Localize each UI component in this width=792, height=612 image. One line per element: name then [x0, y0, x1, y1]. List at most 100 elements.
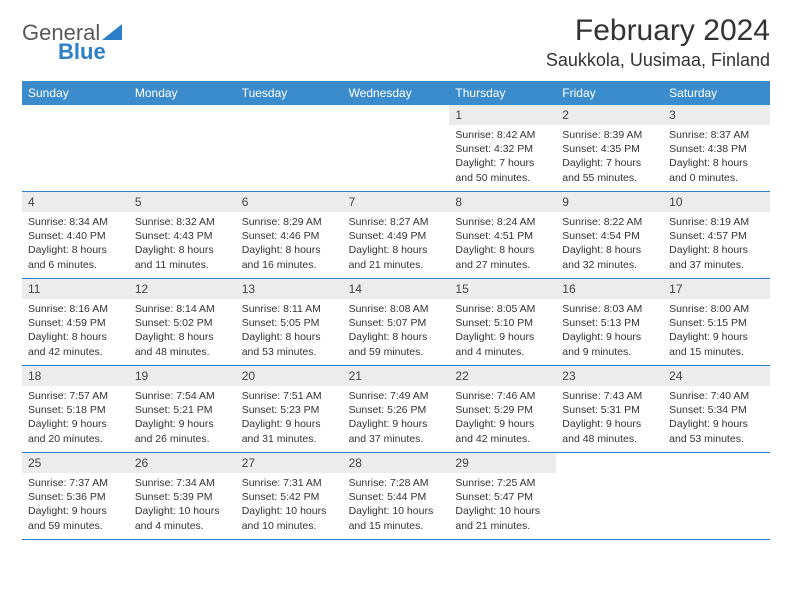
sunrise-text: Sunrise: 7:34 AM [135, 476, 230, 490]
day-cell: 26Sunrise: 7:34 AMSunset: 5:39 PMDayligh… [129, 453, 236, 539]
day-body: Sunrise: 7:28 AMSunset: 5:44 PMDaylight:… [343, 473, 450, 537]
sunset-text: Sunset: 4:54 PM [562, 229, 657, 243]
day-number: 7 [343, 192, 450, 212]
daylight-line1: Daylight: 8 hours [562, 243, 657, 257]
daylight-line1: Daylight: 8 hours [135, 330, 230, 344]
month-title: February 2024 [546, 14, 770, 48]
sunset-text: Sunset: 4:59 PM [28, 316, 123, 330]
day-number: 2 [556, 105, 663, 125]
day-cell: 3Sunrise: 8:37 AMSunset: 4:38 PMDaylight… [663, 105, 770, 191]
sunrise-text: Sunrise: 8:29 AM [242, 215, 337, 229]
daylight-line1: Daylight: 9 hours [669, 417, 764, 431]
sunrise-text: Sunrise: 8:32 AM [135, 215, 230, 229]
daylight-line1: Daylight: 10 hours [349, 504, 444, 518]
daylight-line1: Daylight: 8 hours [242, 243, 337, 257]
day-cell: 13Sunrise: 8:11 AMSunset: 5:05 PMDayligh… [236, 279, 343, 365]
day-number: 9 [556, 192, 663, 212]
day-number: 11 [22, 279, 129, 299]
daylight-line1: Daylight: 7 hours [562, 156, 657, 170]
day-body: Sunrise: 8:14 AMSunset: 5:02 PMDaylight:… [129, 299, 236, 363]
sunrise-text: Sunrise: 8:37 AM [669, 128, 764, 142]
day-number: 6 [236, 192, 343, 212]
sunset-text: Sunset: 5:42 PM [242, 490, 337, 504]
day-body: Sunrise: 7:34 AMSunset: 5:39 PMDaylight:… [129, 473, 236, 537]
dow-thursday: Thursday [449, 81, 556, 105]
day-body: Sunrise: 8:34 AMSunset: 4:40 PMDaylight:… [22, 212, 129, 276]
dow-saturday: Saturday [663, 81, 770, 105]
sunrise-text: Sunrise: 7:28 AM [349, 476, 444, 490]
daylight-line1: Daylight: 9 hours [455, 417, 550, 431]
daylight-line1: Daylight: 8 hours [455, 243, 550, 257]
day-body: Sunrise: 8:11 AMSunset: 5:05 PMDaylight:… [236, 299, 343, 363]
week-row: 11Sunrise: 8:16 AMSunset: 4:59 PMDayligh… [22, 279, 770, 366]
day-cell: 12Sunrise: 8:14 AMSunset: 5:02 PMDayligh… [129, 279, 236, 365]
sunrise-text: Sunrise: 8:24 AM [455, 215, 550, 229]
day-body: Sunrise: 8:39 AMSunset: 4:35 PMDaylight:… [556, 125, 663, 189]
day-cell: 20Sunrise: 7:51 AMSunset: 5:23 PMDayligh… [236, 366, 343, 452]
day-body: Sunrise: 8:37 AMSunset: 4:38 PMDaylight:… [663, 125, 770, 189]
day-number: 16 [556, 279, 663, 299]
day-cell-empty [129, 105, 236, 191]
day-number: 13 [236, 279, 343, 299]
day-cell: 8Sunrise: 8:24 AMSunset: 4:51 PMDaylight… [449, 192, 556, 278]
sunset-text: Sunset: 5:10 PM [455, 316, 550, 330]
page: General February 2024 Saukkola, Uusimaa,… [0, 0, 792, 540]
day-cell-empty [663, 453, 770, 539]
daylight-line2: and 6 minutes. [28, 258, 123, 272]
daylight-line1: Daylight: 9 hours [669, 330, 764, 344]
daylight-line2: and 26 minutes. [135, 432, 230, 446]
day-cell-empty [236, 105, 343, 191]
day-body: Sunrise: 8:08 AMSunset: 5:07 PMDaylight:… [343, 299, 450, 363]
daylight-line2: and 53 minutes. [669, 432, 764, 446]
sunset-text: Sunset: 5:21 PM [135, 403, 230, 417]
daylight-line2: and 0 minutes. [669, 171, 764, 185]
day-cell: 10Sunrise: 8:19 AMSunset: 4:57 PMDayligh… [663, 192, 770, 278]
daylight-line2: and 55 minutes. [562, 171, 657, 185]
day-number: 26 [129, 453, 236, 473]
day-number: 17 [663, 279, 770, 299]
day-number: 10 [663, 192, 770, 212]
daylight-line1: Daylight: 10 hours [242, 504, 337, 518]
day-number: 21 [343, 366, 450, 386]
daylight-line1: Daylight: 9 hours [349, 417, 444, 431]
day-body: Sunrise: 7:46 AMSunset: 5:29 PMDaylight:… [449, 386, 556, 450]
sunset-text: Sunset: 5:13 PM [562, 316, 657, 330]
sunset-text: Sunset: 5:15 PM [669, 316, 764, 330]
week-row: 4Sunrise: 8:34 AMSunset: 4:40 PMDaylight… [22, 192, 770, 279]
daylight-line1: Daylight: 8 hours [28, 243, 123, 257]
day-body: Sunrise: 7:31 AMSunset: 5:42 PMDaylight:… [236, 473, 343, 537]
day-cell: 21Sunrise: 7:49 AMSunset: 5:26 PMDayligh… [343, 366, 450, 452]
daylight-line1: Daylight: 9 hours [135, 417, 230, 431]
sunset-text: Sunset: 5:36 PM [28, 490, 123, 504]
daylight-line2: and 50 minutes. [455, 171, 550, 185]
daylight-line2: and 16 minutes. [242, 258, 337, 272]
daylight-line1: Daylight: 9 hours [562, 330, 657, 344]
daylight-line2: and 20 minutes. [28, 432, 123, 446]
daylight-line2: and 37 minutes. [669, 258, 764, 272]
day-cell-empty [556, 453, 663, 539]
day-cell: 28Sunrise: 7:28 AMSunset: 5:44 PMDayligh… [343, 453, 450, 539]
day-cell: 25Sunrise: 7:37 AMSunset: 5:36 PMDayligh… [22, 453, 129, 539]
weeks-container: 1Sunrise: 8:42 AMSunset: 4:32 PMDaylight… [22, 105, 770, 540]
sunrise-text: Sunrise: 7:25 AM [455, 476, 550, 490]
day-body: Sunrise: 8:03 AMSunset: 5:13 PMDaylight:… [556, 299, 663, 363]
daylight-line1: Daylight: 8 hours [349, 330, 444, 344]
daylight-line1: Daylight: 10 hours [455, 504, 550, 518]
daylight-line2: and 10 minutes. [242, 519, 337, 533]
day-number: 20 [236, 366, 343, 386]
sunset-text: Sunset: 5:47 PM [455, 490, 550, 504]
day-number: 5 [129, 192, 236, 212]
day-number: 15 [449, 279, 556, 299]
sunset-text: Sunset: 4:51 PM [455, 229, 550, 243]
sunset-text: Sunset: 5:05 PM [242, 316, 337, 330]
sunrise-text: Sunrise: 8:11 AM [242, 302, 337, 316]
location: Saukkola, Uusimaa, Finland [546, 50, 770, 71]
sunset-text: Sunset: 4:38 PM [669, 142, 764, 156]
sunset-text: Sunset: 4:40 PM [28, 229, 123, 243]
day-number: 22 [449, 366, 556, 386]
daylight-line1: Daylight: 9 hours [455, 330, 550, 344]
dow-sunday: Sunday [22, 81, 129, 105]
day-cell: 9Sunrise: 8:22 AMSunset: 4:54 PMDaylight… [556, 192, 663, 278]
day-body: Sunrise: 7:54 AMSunset: 5:21 PMDaylight:… [129, 386, 236, 450]
sunrise-text: Sunrise: 8:27 AM [349, 215, 444, 229]
